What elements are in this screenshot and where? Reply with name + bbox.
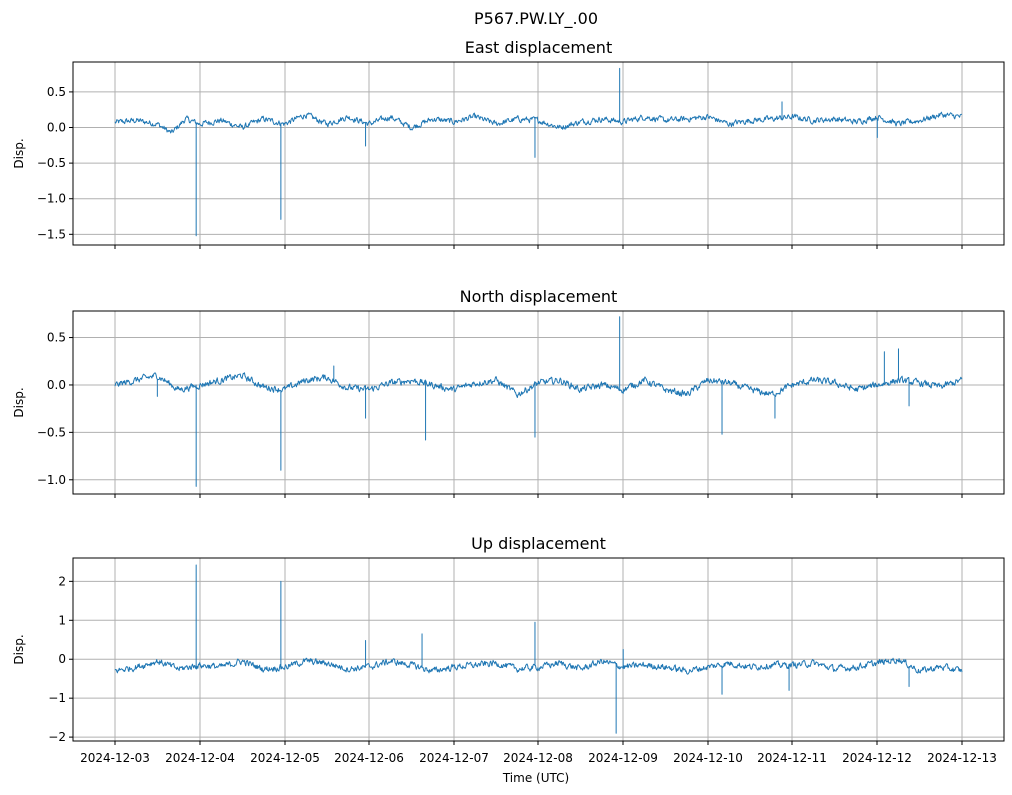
y-tick-label: −1.0 <box>37 192 66 206</box>
grid <box>73 311 1004 494</box>
x-axis-label: Time (UTC) <box>502 771 569 785</box>
y-axis-label: Disp. <box>12 634 26 664</box>
panel-2: North displacement Disp. 0.5 0.0 −0.5 −1.0 <box>12 287 1005 498</box>
grid <box>73 558 1004 741</box>
x-tick-label: 2024-12-05 <box>250 751 320 765</box>
y-tick-label: 0 <box>58 652 66 666</box>
x-tick-label: 2024-12-03 <box>80 751 150 765</box>
series-line <box>114 316 963 487</box>
x-tick-label: 2024-12-04 <box>165 751 235 765</box>
panel-3: Up displacement Disp. 2 1 0 −1 −2 2024-12-03 202… <box>12 534 1005 765</box>
y-tick-label: −1 <box>48 691 66 705</box>
subplots: East displacement Disp. 0.5 0.0 −0.5 −1.0 −1.5… <box>12 38 1005 765</box>
panel-1: East displacement Disp. 0.5 0.0 −0.5 −1.0 −1.5 <box>12 38 1005 249</box>
x-tick-label: 2024-12-10 <box>673 751 743 765</box>
y-tick-label: −1.0 <box>37 473 66 487</box>
panel-title: North displacement <box>460 287 618 306</box>
panel-title: East displacement <box>465 38 612 57</box>
grid <box>73 62 1004 245</box>
y-tick-label: 0.0 <box>47 121 66 135</box>
x-tick-label: 2024-12-09 <box>588 751 658 765</box>
y-tick-label: −0.5 <box>37 156 66 170</box>
x-tick-label: 2024-12-12 <box>842 751 912 765</box>
x-tick-label: 2024-12-11 <box>757 751 827 765</box>
series-line <box>114 67 963 237</box>
x-tick-label: 2024-12-08 <box>503 751 573 765</box>
x-tick-label: 2024-12-07 <box>419 751 489 765</box>
y-tick-label: 0.5 <box>47 85 66 99</box>
x-tick-label: 2024-12-06 <box>334 751 404 765</box>
x-tick-label: 2024-12-13 <box>927 751 997 765</box>
y-tick-label: 0.5 <box>47 331 66 345</box>
y-tick-label: 1 <box>58 613 66 627</box>
figure-title: P567.PW.LY_.00 <box>474 9 598 29</box>
y-axis-label: Disp. <box>12 387 26 417</box>
y-tick-label: −1.5 <box>37 227 66 241</box>
y-tick-label: −2 <box>48 730 66 744</box>
y-axis-label: Disp. <box>12 138 26 168</box>
y-tick-label: −0.5 <box>37 425 66 439</box>
y-tick-label: 2 <box>58 574 66 588</box>
panel-title: Up displacement <box>471 534 606 553</box>
series-line <box>114 564 963 734</box>
y-tick-label: 0.0 <box>47 378 66 392</box>
